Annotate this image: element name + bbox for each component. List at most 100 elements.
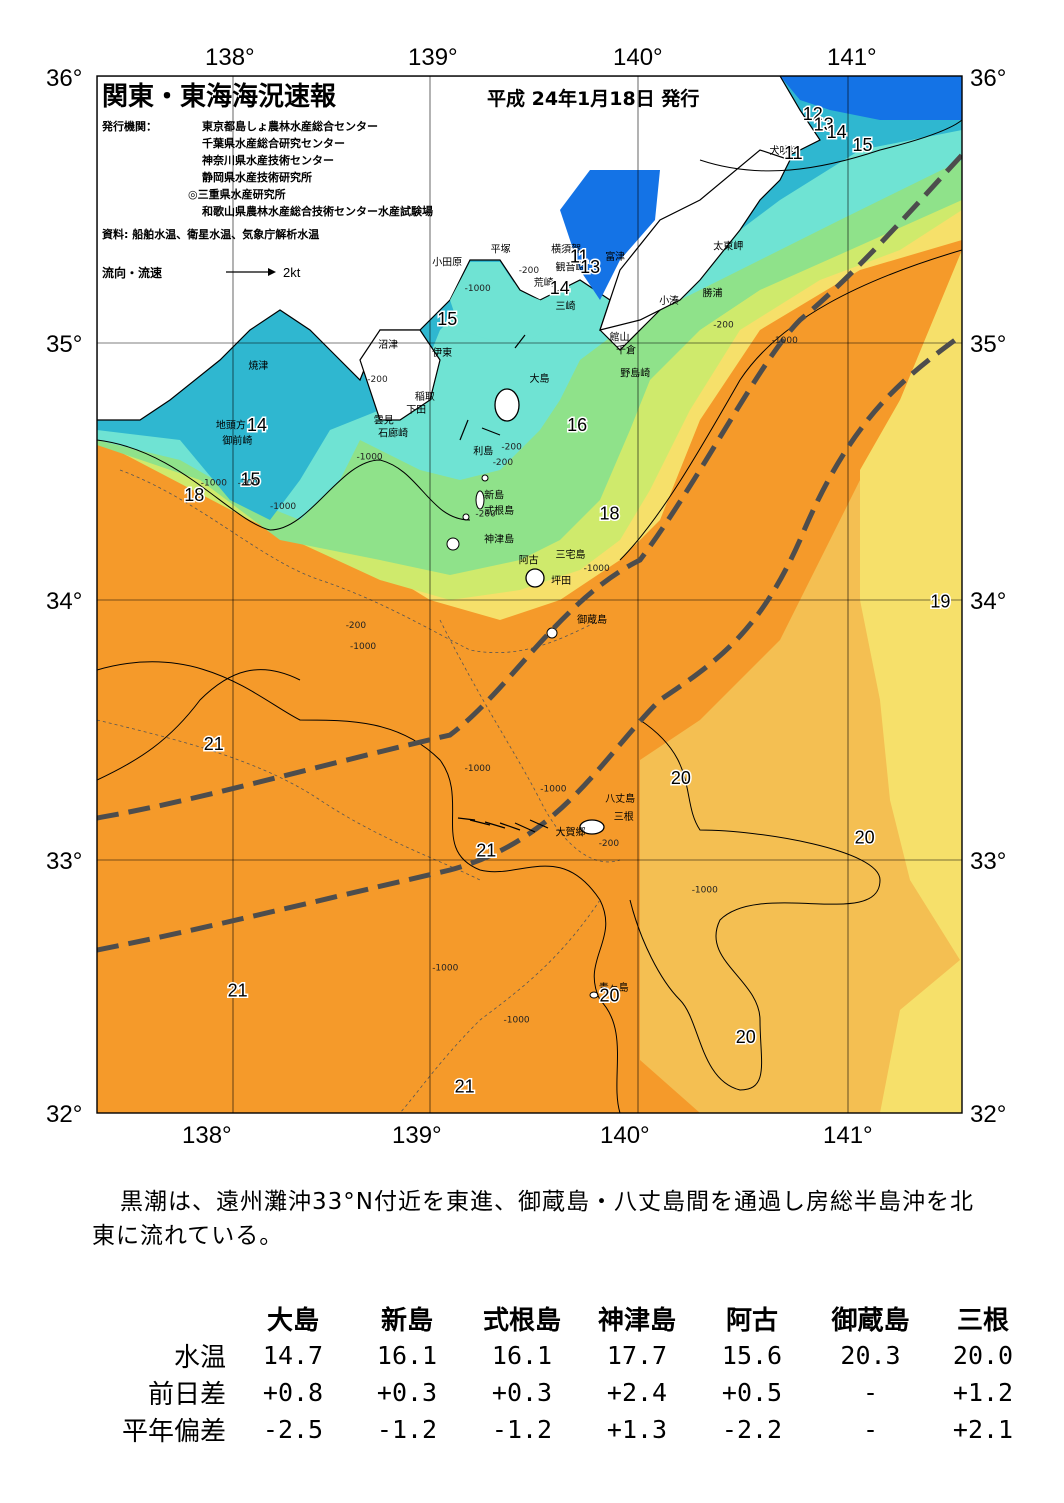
depth-label: -200	[501, 442, 522, 452]
lon-top-139: 139°	[408, 44, 458, 71]
column-header: 神津島	[597, 1306, 676, 1336]
place-name: 地頭方	[216, 419, 246, 432]
lat-left-35: 35°	[46, 331, 82, 358]
depth-label: -200	[346, 621, 367, 631]
column-header: 大島	[266, 1306, 319, 1336]
issuer-2: 千葉県水産総合研究センター	[202, 136, 345, 150]
issue-date: 平成 24年1月18日 発行	[487, 87, 699, 110]
hachijojima-island	[579, 819, 605, 835]
place-name: 千倉	[616, 343, 636, 356]
table-cell: -1.2	[491, 1415, 553, 1444]
lat-left-34: 34°	[46, 588, 82, 615]
map-area	[97, 76, 962, 1113]
kuroshio-path-north	[97, 153, 962, 821]
isotherm-label: 14	[247, 415, 267, 435]
lon-top-140: 140°	[613, 44, 663, 71]
miyakejima-island	[525, 568, 545, 588]
lat-left-33: 33°	[46, 848, 82, 875]
isotherm-label: 18	[184, 485, 204, 505]
place-name: 坪田	[551, 574, 571, 587]
lat-left-32: 32°	[46, 1101, 82, 1128]
table-row: 水温 14.7 16.1 16.1 17.7 15.6 20.3 20.0	[88, 1337, 1033, 1374]
place-name: 新島	[484, 489, 504, 502]
isotherm-label: 21	[228, 980, 248, 1000]
graticule	[97, 76, 962, 1113]
map-border	[96, 75, 963, 1114]
table-cell: 16.1	[491, 1341, 553, 1370]
place-name: 勝浦	[703, 286, 723, 299]
table-cell: +0.3	[491, 1378, 553, 1407]
depth-label: -1000	[357, 453, 383, 463]
lat-right-36: 36°	[970, 65, 1006, 92]
lon-bottom-139: 139°	[392, 1122, 442, 1149]
depth-label: -200	[238, 479, 259, 489]
table-cell: -2.2	[721, 1415, 783, 1444]
place-name: 八丈島	[605, 792, 635, 805]
place-name: 犬吠埼	[770, 144, 800, 157]
depth-label: -1000	[772, 336, 798, 346]
place-name: 太東岬	[713, 240, 743, 253]
table-cell: -2.5	[262, 1415, 324, 1444]
lat-right-35: 35°	[970, 331, 1006, 358]
place-name: 小湊	[659, 294, 679, 307]
place-name: 富津	[605, 250, 625, 263]
depth-label: -200	[493, 458, 514, 468]
table-row: 平年偏差 -2.5 -1.2 -1.2 +1.3 -2.2 - +2.1	[88, 1411, 1033, 1448]
lon-bottom-138: 138°	[182, 1122, 232, 1149]
row-label: 前日差	[147, 1380, 226, 1410]
place-name: 式根島	[484, 504, 514, 517]
place-name: 神津島	[484, 533, 514, 546]
depth-label: -1000	[584, 564, 610, 574]
place-name: 荒崎	[534, 276, 554, 289]
summary-text: 黒潮は、遠州灘沖33°N付近を東進、御蔵島・八丈島間を通過し房総半島沖を北東に流…	[92, 1185, 992, 1253]
kozushima-island	[446, 537, 460, 551]
isotherm-label: 13	[814, 114, 834, 134]
flow-legend-arrowhead	[268, 268, 276, 276]
map-header: 関東・東海海況速報 平成 24年1月18日 発行 発行機関： 東京都島しょ農林水…	[101, 82, 699, 280]
warm-water-zone	[640, 76, 962, 1113]
table-cell: 15.6	[721, 1341, 783, 1370]
depth-labels: -200 -1000 -200 -1000 -200 -200 -200 -1000 -1000…	[201, 266, 798, 1025]
place-name: 三宅島	[556, 548, 586, 561]
isotherm-label: 12	[803, 104, 823, 124]
depth-label: -200	[713, 321, 734, 331]
table-cell: +1.2	[952, 1378, 1014, 1407]
isotherm-label: 14	[550, 278, 570, 298]
warmer-water-zone	[860, 250, 962, 1113]
table-cell: +1.3	[606, 1415, 668, 1444]
place-name: 沼津	[378, 338, 398, 351]
isotherm-label: 21	[476, 840, 496, 860]
isotherm-label: 20	[855, 827, 875, 847]
place-name: 小田原	[432, 256, 462, 268]
depth-label: -200	[519, 266, 540, 276]
table-cell: +2.4	[606, 1378, 668, 1407]
table-cell: -1.2	[376, 1415, 438, 1444]
place-name: 利島	[473, 445, 493, 458]
map-title: 関東・東海海況速報	[102, 82, 337, 112]
isotherm-label: 15	[240, 470, 260, 490]
depth-label: -1000	[504, 1015, 530, 1025]
lon-bottom-141: 141°	[823, 1122, 873, 1149]
place-name: 大島	[530, 372, 550, 385]
place-name: 御蔵島	[577, 613, 607, 626]
flow-legend-label: 流向・流速	[102, 265, 162, 280]
axis-labels: 138° 139° 140° 141° 138° 139° 140° 141° …	[46, 44, 1006, 1149]
place-name: 野島崎	[620, 367, 650, 380]
table-cell: 17.7	[606, 1341, 668, 1370]
depth-label: -1000	[270, 502, 296, 512]
mikurajima-island	[546, 627, 558, 639]
place-name: 伊東	[432, 346, 452, 359]
table-cell: 16.1	[376, 1341, 438, 1370]
data-source: 資料: 船舶水温、衛星水温、気象庁解析水温	[102, 227, 319, 241]
place-name: 下田	[406, 405, 426, 416]
isotherm-label: 14	[827, 122, 847, 142]
current-arrows	[457, 334, 549, 833]
table-cell: +0.8	[262, 1378, 324, 1407]
table-cell: +0.3	[376, 1378, 438, 1407]
column-header: 式根島	[482, 1306, 561, 1336]
lon-top-141: 141°	[827, 44, 877, 71]
depth-label: -1000	[350, 642, 376, 652]
column-header: 三根	[956, 1306, 1009, 1336]
